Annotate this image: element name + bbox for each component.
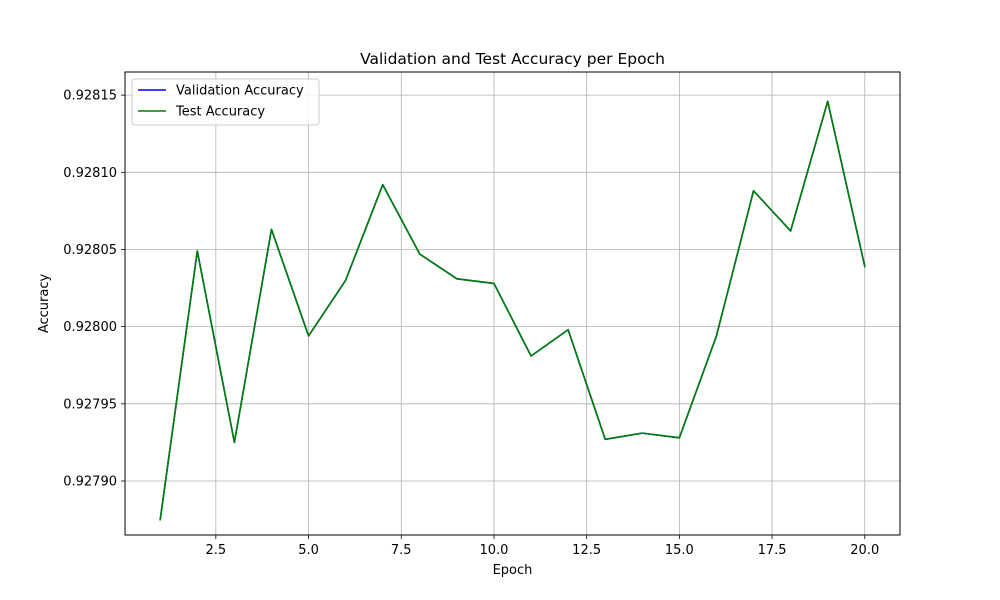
y-axis: 0.92790 0.92795 0.92800 0.92805 0.92810 0.928… [63,89,125,489]
grid [125,72,900,535]
series-layer [159,100,866,521]
x-tick-label: 15.0 [665,543,694,558]
legend-label: Test Accuracy [175,105,265,120]
series-line-test-accuracy [159,100,866,521]
x-tick-label: 5.0 [298,543,319,558]
x-axis-title: Epoch [493,563,533,578]
y-tick-label: 0.92790 [63,474,117,489]
x-tick-label: 12.5 [572,543,601,558]
legend: Validation Accuracy Test Accuracy [131,78,320,126]
y-tick-label: 0.92805 [63,243,117,258]
y-tick-label: 0.92815 [63,89,117,104]
x-tick-label: 20.0 [850,543,879,558]
legend-box [131,78,320,126]
y-tick-label: 0.92795 [63,397,117,412]
x-axis: 2.5 5.0 7.5 10.0 12.5 15.0 17.5 20.0 [206,535,879,558]
x-tick-label: 7.5 [391,543,412,558]
y-tick-label: 0.92810 [63,166,117,181]
chart-title: Validation and Test Accuracy per Epoch [360,50,665,68]
x-tick-label: 10.0 [479,543,508,558]
y-axis-title: Accuracy [37,274,52,334]
x-tick-label: 2.5 [206,543,227,558]
x-tick-label: 17.5 [758,543,787,558]
legend-label: Validation Accuracy [176,84,304,99]
plot-frame [124,71,901,536]
y-tick-label: 0.92800 [63,320,117,335]
